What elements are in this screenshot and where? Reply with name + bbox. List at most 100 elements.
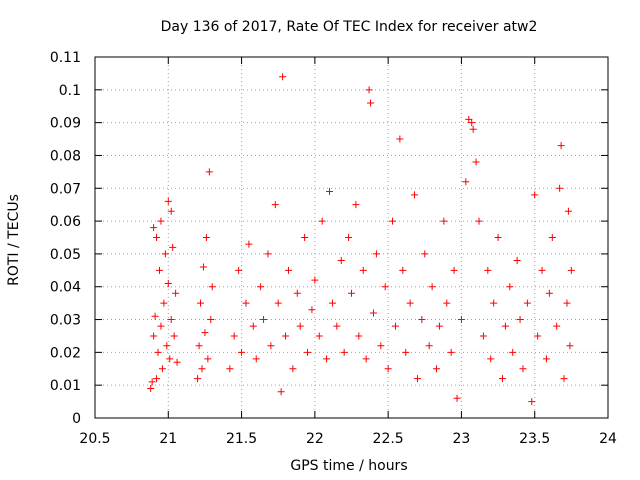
data-point <box>340 348 348 356</box>
data-point <box>315 332 323 340</box>
data-point <box>462 178 470 186</box>
data-point <box>235 266 243 274</box>
axis-ticks <box>94 56 609 419</box>
data-point <box>282 332 290 340</box>
data-point <box>260 316 268 324</box>
data-point <box>362 355 370 363</box>
data-point <box>284 266 292 274</box>
data-point <box>277 388 285 396</box>
data-point <box>293 289 301 297</box>
data-point <box>150 224 158 232</box>
data-point <box>440 217 448 225</box>
data-point <box>433 365 441 373</box>
data-point <box>367 99 375 107</box>
data-point <box>406 299 414 307</box>
data-point <box>531 191 539 199</box>
data-point <box>153 375 161 383</box>
data-point <box>377 342 385 350</box>
x-tick-label: 21.5 <box>226 431 257 447</box>
x-tick-label: 23.5 <box>519 431 550 447</box>
y-tick-label: 0 <box>72 411 81 427</box>
data-point <box>413 375 421 383</box>
data-point <box>304 348 312 356</box>
data-point <box>230 332 238 340</box>
data-point <box>147 384 155 392</box>
data-point <box>396 135 404 143</box>
data-point <box>411 191 419 199</box>
data-point <box>195 342 203 350</box>
data-point <box>164 279 172 287</box>
y-tick-label: 0.11 <box>50 50 81 66</box>
data-point <box>475 217 483 225</box>
data-point <box>271 201 279 209</box>
data-point <box>242 299 250 307</box>
data-point <box>161 250 169 258</box>
data-point <box>249 322 257 330</box>
data-point <box>509 348 517 356</box>
data-point <box>274 299 282 307</box>
data-point <box>308 306 316 314</box>
data-point <box>208 283 216 291</box>
y-tick-labels: 0 0.01 0.02 0.03 0.04 0.05 0.06 0.07 0.08 0.09 0.1… <box>50 50 81 427</box>
data-point <box>381 283 389 291</box>
data-point <box>545 289 553 297</box>
data-point <box>151 312 159 320</box>
data-point <box>155 266 163 274</box>
data-point <box>563 299 571 307</box>
data-point <box>207 316 215 324</box>
data-point <box>337 256 345 264</box>
data-point <box>399 266 407 274</box>
data-point <box>498 375 506 383</box>
x-axis-label: GPS time / hours <box>290 458 407 474</box>
data-point <box>199 263 207 271</box>
data-point <box>345 234 353 241</box>
data-point <box>567 266 575 274</box>
data-point <box>226 365 234 373</box>
data-point <box>369 309 377 317</box>
data-point <box>528 398 536 406</box>
data-point <box>365 86 373 94</box>
data-point <box>194 375 202 383</box>
x-tick-label: 22 <box>306 431 324 447</box>
data-point <box>157 217 165 225</box>
data-point <box>355 332 363 340</box>
data-point <box>556 184 564 192</box>
data-point <box>418 316 426 324</box>
data-point <box>163 342 171 350</box>
data-point <box>164 197 172 205</box>
data-point <box>301 234 309 241</box>
data-point <box>197 299 205 307</box>
data-point <box>519 365 527 373</box>
y-tick-label: 0.03 <box>50 313 81 329</box>
data-point <box>402 348 410 356</box>
data-point <box>566 342 574 350</box>
data-point <box>457 316 465 324</box>
data-point <box>245 240 253 248</box>
data-point <box>506 283 514 291</box>
data-point <box>479 332 487 340</box>
data-point <box>490 299 498 307</box>
x-tick-label: 21 <box>159 431 177 447</box>
x-tick-label: 24 <box>599 431 617 447</box>
y-tick-label: 0.05 <box>50 247 81 263</box>
data-point <box>564 207 572 215</box>
y-tick-label: 0.07 <box>50 181 81 197</box>
y-tick-label: 0.1 <box>59 83 81 99</box>
data-point <box>150 332 158 340</box>
data-point <box>469 125 477 133</box>
data-point <box>154 348 162 356</box>
data-point <box>425 342 433 350</box>
data-point <box>238 348 246 356</box>
data-point <box>472 158 480 166</box>
data-point <box>542 355 550 363</box>
data-point <box>328 299 336 307</box>
y-tick-label: 0.04 <box>50 280 81 296</box>
chart-title: Day 136 of 2017, Rate Of TEC Index for r… <box>161 19 538 35</box>
data-point <box>153 234 161 241</box>
y-tick-label: 0.02 <box>50 345 81 361</box>
data-point <box>167 207 175 215</box>
data-point <box>516 316 524 324</box>
y-tick-label: 0.09 <box>50 116 81 132</box>
data-point <box>453 394 461 402</box>
data-point <box>296 322 304 330</box>
